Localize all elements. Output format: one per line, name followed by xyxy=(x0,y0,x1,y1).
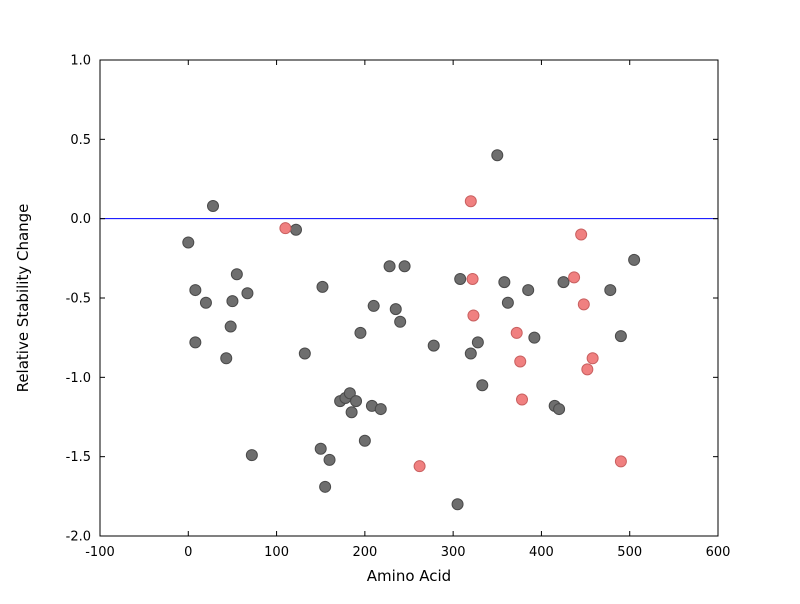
y-tick-label: 1.0 xyxy=(70,54,91,69)
data-point-highlighted-mutations-red xyxy=(586,352,599,365)
x-tick-label: 0 xyxy=(184,545,192,560)
data-point-destabilizing-mutations-gray xyxy=(207,199,220,212)
data-point-destabilizing-mutations-gray xyxy=(383,260,396,273)
data-point-destabilizing-mutations-gray xyxy=(345,406,358,419)
data-point-highlighted-mutations-red xyxy=(577,298,590,311)
data-point-highlighted-mutations-red xyxy=(516,393,529,406)
data-point-destabilizing-mutations-gray xyxy=(427,339,440,352)
plot-frame xyxy=(99,59,719,537)
data-point-destabilizing-mutations-gray xyxy=(501,296,514,309)
y-tick-label: -1.5 xyxy=(66,450,91,465)
data-point-destabilizing-mutations-gray xyxy=(298,347,311,360)
data-point-destabilizing-mutations-gray xyxy=(604,284,617,297)
y-tick-label: -0.5 xyxy=(66,292,91,307)
data-point-destabilizing-mutations-gray xyxy=(343,387,356,400)
data-point-destabilizing-mutations-gray xyxy=(323,453,336,466)
x-tick-label: 300 xyxy=(441,545,466,560)
y-tick-label: 0.5 xyxy=(70,133,91,148)
data-point-highlighted-mutations-red xyxy=(614,455,627,468)
data-point-destabilizing-mutations-gray xyxy=(289,223,302,236)
data-point-destabilizing-mutations-gray xyxy=(245,449,258,462)
data-point-destabilizing-mutations-gray xyxy=(476,379,489,392)
data-point-destabilizing-mutations-gray xyxy=(374,403,387,416)
x-tick-label: 400 xyxy=(529,545,554,560)
y-axis-label: Relative Stability Change xyxy=(14,204,32,393)
data-point-destabilizing-mutations-gray xyxy=(398,260,411,273)
data-point-destabilizing-mutations-gray xyxy=(241,287,254,300)
data-point-destabilizing-mutations-gray xyxy=(314,442,327,455)
data-point-destabilizing-mutations-gray xyxy=(319,480,332,493)
x-axis-label: Amino Acid xyxy=(367,567,451,585)
x-tick-label: -100 xyxy=(85,545,115,560)
data-point-highlighted-mutations-red xyxy=(466,272,479,285)
data-point-destabilizing-mutations-gray xyxy=(199,296,212,309)
data-point-highlighted-mutations-red xyxy=(413,460,426,473)
data-point-destabilizing-mutations-gray xyxy=(354,326,367,339)
data-point-destabilizing-mutations-gray xyxy=(464,347,477,360)
data-point-highlighted-mutations-red xyxy=(581,363,594,376)
data-point-destabilizing-mutations-gray xyxy=(367,299,380,312)
data-point-destabilizing-mutations-gray xyxy=(454,272,467,285)
data-point-destabilizing-mutations-gray xyxy=(557,276,570,289)
x-tick-label: 500 xyxy=(617,545,642,560)
x-tick-label: 600 xyxy=(706,545,731,560)
data-point-destabilizing-mutations-gray xyxy=(358,434,371,447)
data-point-destabilizing-mutations-gray xyxy=(189,336,202,349)
data-point-destabilizing-mutations-gray xyxy=(522,284,535,297)
data-point-destabilizing-mutations-gray xyxy=(389,303,402,316)
data-point-destabilizing-mutations-gray xyxy=(553,403,566,416)
data-point-highlighted-mutations-red xyxy=(464,195,477,208)
data-point-destabilizing-mutations-gray xyxy=(528,331,541,344)
data-point-destabilizing-mutations-gray xyxy=(471,336,484,349)
data-point-destabilizing-mutations-gray xyxy=(224,320,237,333)
data-point-destabilizing-mutations-gray xyxy=(220,352,233,365)
data-point-destabilizing-mutations-gray xyxy=(316,280,329,293)
data-point-destabilizing-mutations-gray xyxy=(394,315,407,328)
data-point-destabilizing-mutations-gray xyxy=(230,268,243,281)
data-point-highlighted-mutations-red xyxy=(279,222,292,235)
data-point-highlighted-mutations-red xyxy=(568,271,581,284)
data-point-destabilizing-mutations-gray xyxy=(628,253,641,266)
data-point-highlighted-mutations-red xyxy=(467,309,480,322)
data-point-highlighted-mutations-red xyxy=(514,355,527,368)
data-point-destabilizing-mutations-gray xyxy=(498,276,511,289)
y-tick-label: 0.0 xyxy=(70,212,91,227)
y-tick-label: -1.0 xyxy=(66,371,91,386)
data-point-destabilizing-mutations-gray xyxy=(182,236,195,249)
data-point-destabilizing-mutations-gray xyxy=(491,149,504,162)
x-tick-label: 200 xyxy=(352,545,377,560)
data-point-destabilizing-mutations-gray xyxy=(226,295,239,308)
data-point-destabilizing-mutations-gray xyxy=(451,498,464,511)
data-point-destabilizing-mutations-gray xyxy=(189,284,202,297)
x-tick-label: 100 xyxy=(264,545,289,560)
y-tick-label: -2.0 xyxy=(66,530,91,545)
data-point-destabilizing-mutations-gray xyxy=(350,395,363,408)
data-point-highlighted-mutations-red xyxy=(575,228,588,241)
data-point-destabilizing-mutations-gray xyxy=(614,330,627,343)
data-point-highlighted-mutations-red xyxy=(510,326,523,339)
